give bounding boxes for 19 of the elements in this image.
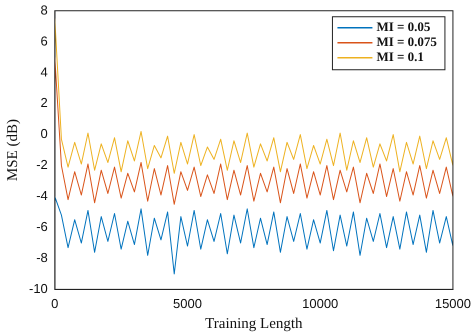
y-tick-label: -8 — [36, 250, 48, 266]
legend-label: MI = 0.1 — [376, 49, 424, 64]
x-tick-label: 0 — [51, 296, 58, 311]
y-tick-label: -4 — [36, 188, 48, 204]
legend-label: MI = 0.05 — [376, 19, 431, 34]
y-axis-title: MSE (dB) — [4, 119, 21, 182]
y-tick-label: -2 — [36, 157, 48, 172]
y-tick-label: 8 — [40, 2, 48, 18]
x-axis-title: Training Length — [205, 316, 304, 332]
x-tick-label: 10000 — [302, 296, 338, 311]
y-tick-label: 2 — [40, 95, 48, 110]
x-tick-label: 5000 — [173, 296, 202, 311]
y-tick-label: 4 — [40, 64, 48, 80]
y-tick-label: 6 — [40, 33, 48, 48]
y-tick-label: 0 — [40, 126, 48, 142]
x-tick-label: 15000 — [434, 296, 472, 311]
y-tick-label: -10 — [28, 280, 48, 296]
legend-label: MI = 0.075 — [376, 34, 438, 50]
y-tick-label: -6 — [36, 219, 48, 234]
